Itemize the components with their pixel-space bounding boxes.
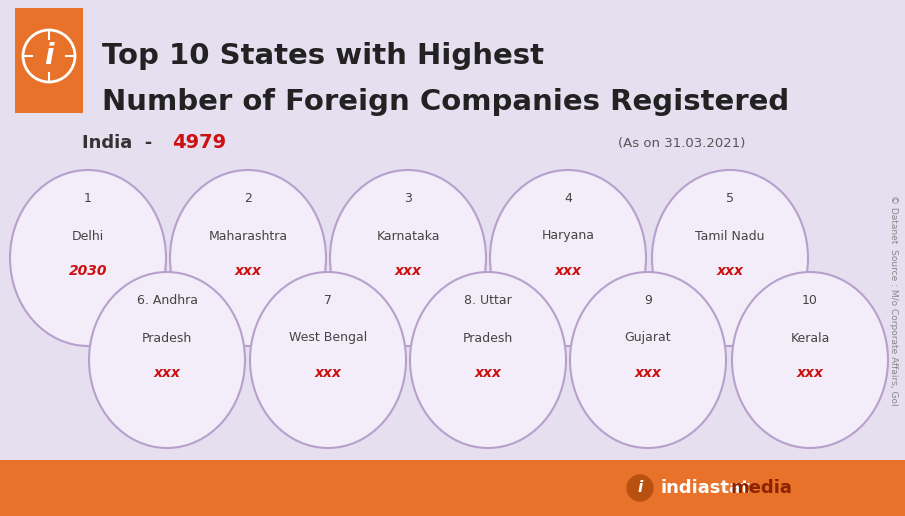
Ellipse shape (410, 272, 566, 448)
Text: Gujarat: Gujarat (624, 331, 672, 345)
Ellipse shape (732, 272, 888, 448)
Text: 4979: 4979 (172, 134, 226, 153)
Ellipse shape (250, 272, 406, 448)
Text: Delhi: Delhi (71, 230, 104, 243)
Text: xxx: xxx (796, 366, 824, 380)
Text: 4: 4 (564, 191, 572, 205)
Circle shape (627, 475, 653, 501)
Text: Karnataka: Karnataka (376, 230, 440, 243)
Text: © Datanet  Source : M/o Corporate Affairs, GoI: © Datanet Source : M/o Corporate Affairs… (889, 195, 898, 405)
Polygon shape (15, 91, 83, 113)
Ellipse shape (490, 170, 646, 346)
Text: 1: 1 (84, 191, 92, 205)
Text: Tamil Nadu: Tamil Nadu (695, 230, 765, 243)
Text: 3: 3 (404, 191, 412, 205)
Text: Pradesh: Pradesh (142, 331, 192, 345)
Text: xxx: xxx (555, 264, 582, 278)
Text: indiastat: indiastat (660, 479, 749, 497)
Text: 8. Uttar: 8. Uttar (464, 294, 512, 307)
Text: (As on 31.03.2021): (As on 31.03.2021) (618, 137, 746, 150)
Text: 5: 5 (726, 191, 734, 205)
Text: i: i (44, 42, 53, 70)
Text: xxx: xxx (315, 366, 341, 380)
Text: 2030: 2030 (69, 264, 108, 278)
Text: India  -: India - (82, 134, 158, 152)
Text: 9: 9 (644, 294, 652, 307)
Ellipse shape (170, 170, 326, 346)
Text: media: media (730, 479, 792, 497)
Ellipse shape (652, 170, 808, 346)
Text: Haryana: Haryana (541, 230, 595, 243)
Text: xxx: xxx (474, 366, 501, 380)
FancyBboxPatch shape (0, 460, 905, 516)
FancyBboxPatch shape (15, 8, 83, 113)
Ellipse shape (330, 170, 486, 346)
Text: i: i (637, 480, 643, 495)
Text: Top 10 States with Highest: Top 10 States with Highest (102, 42, 544, 70)
Text: xxx: xxx (717, 264, 744, 278)
Text: xxx: xxx (634, 366, 662, 380)
Ellipse shape (10, 170, 166, 346)
Text: Kerala: Kerala (790, 331, 830, 345)
Text: 2: 2 (244, 191, 252, 205)
Text: 10: 10 (802, 294, 818, 307)
Text: West Bengal: West Bengal (289, 331, 367, 345)
Text: Pradesh: Pradesh (462, 331, 513, 345)
Text: xxx: xxx (154, 366, 180, 380)
Text: 7: 7 (324, 294, 332, 307)
Ellipse shape (89, 272, 245, 448)
Text: Maharashtra: Maharashtra (208, 230, 288, 243)
Ellipse shape (570, 272, 726, 448)
Text: Number of Foreign Companies Registered: Number of Foreign Companies Registered (102, 88, 789, 116)
Text: 6. Andhra: 6. Andhra (137, 294, 197, 307)
Text: xxx: xxx (234, 264, 262, 278)
Text: xxx: xxx (395, 264, 422, 278)
